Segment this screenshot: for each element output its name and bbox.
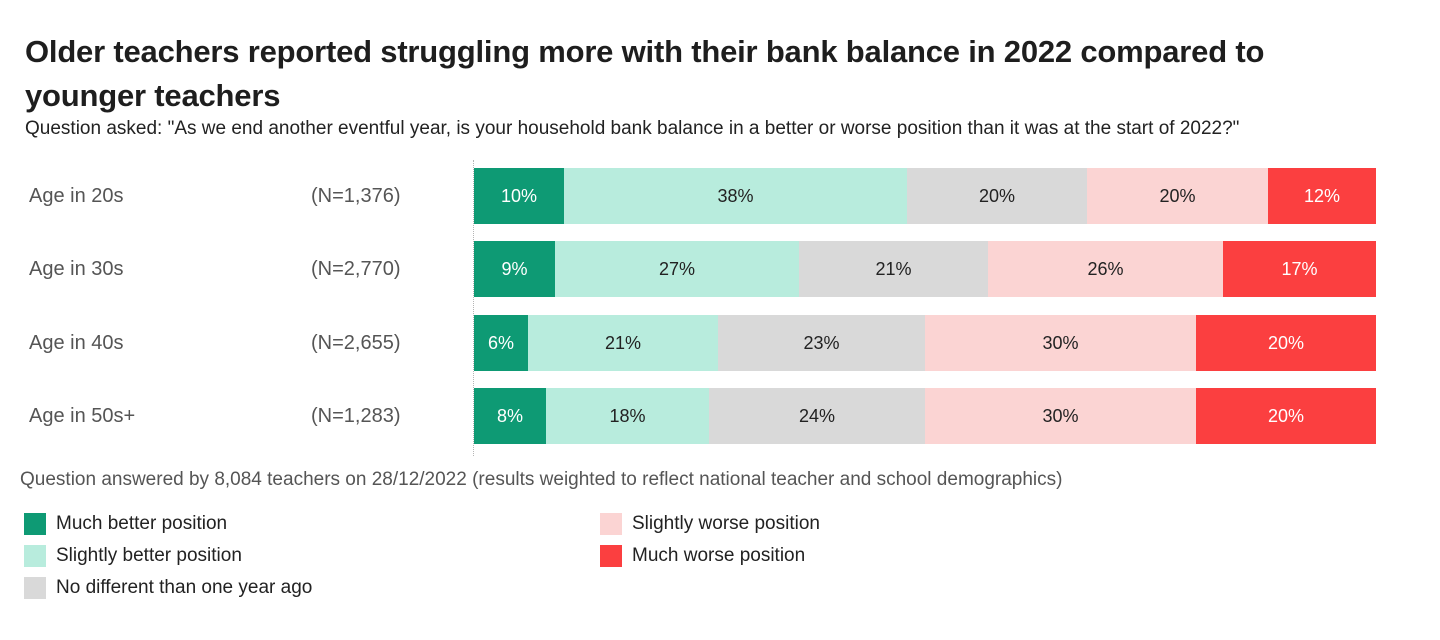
bar-segment: 12% xyxy=(1268,168,1376,224)
legend-label: Slightly better position xyxy=(56,545,242,566)
data-label: 24% xyxy=(798,405,836,426)
data-label: 8% xyxy=(496,405,523,426)
bar-segment: 30% xyxy=(925,388,1196,444)
data-label: 6% xyxy=(487,332,514,353)
sample-size-label: (N=1,283) xyxy=(311,405,401,427)
legend-swatch xyxy=(600,513,622,535)
bar-segment: 20% xyxy=(1196,388,1376,444)
bar-segment: 27% xyxy=(555,241,799,297)
stacked-bar: 10% 38% 20% 20% 12% xyxy=(474,168,1376,224)
stacked-bar: 6% 21% 23% 30% 20% xyxy=(474,315,1376,371)
data-label: 9% xyxy=(501,258,528,279)
data-label: 18% xyxy=(609,405,646,426)
data-label: 21% xyxy=(875,258,912,279)
legend-item: Much worse position xyxy=(600,545,805,567)
data-label: 20% xyxy=(1267,332,1305,353)
bar-segment: 18% xyxy=(546,388,709,444)
legend-swatch xyxy=(600,545,622,567)
bar-segment: 30% xyxy=(925,315,1196,371)
legend-label: Slightly worse position xyxy=(632,513,820,534)
data-label: 20% xyxy=(978,185,1016,206)
data-label: 23% xyxy=(803,332,840,353)
sample-size-label: (N=2,770) xyxy=(311,258,401,280)
data-label: 30% xyxy=(1042,405,1079,426)
data-label: 27% xyxy=(658,258,696,279)
data-label: 20% xyxy=(1159,185,1196,206)
data-label: 17% xyxy=(1281,258,1318,279)
category-label: Age in 20s xyxy=(29,185,124,207)
survey-note: Question answered by 8,084 teachers on 2… xyxy=(20,469,1063,490)
axis-baseline xyxy=(473,160,474,456)
bar-segment: 24% xyxy=(709,388,925,444)
legend-label: Much worse position xyxy=(632,545,806,566)
data-label: 10% xyxy=(500,185,538,206)
data-label: 12% xyxy=(1303,185,1341,206)
bar-segment: 17% xyxy=(1223,241,1376,297)
bar-segment: 10% xyxy=(474,168,564,224)
legend-item: No different than one year ago xyxy=(24,577,312,599)
stacked-bar: 8% 18% 24% 30% 20% xyxy=(474,388,1376,444)
bar-segment: 6% xyxy=(474,315,528,371)
bar-segment: 8% xyxy=(474,388,546,444)
data-label: 38% xyxy=(717,185,754,206)
bar-segment: 38% xyxy=(564,168,907,224)
data-label: 30% xyxy=(1042,332,1079,353)
bar-segment: 9% xyxy=(474,241,555,297)
stacked-bar: 9% 27% 21% 26% 17% xyxy=(474,241,1376,297)
data-label: 21% xyxy=(604,332,642,353)
bar-segment: 20% xyxy=(1196,315,1376,371)
chart-title: Older teachers reported struggling more … xyxy=(25,34,1265,113)
category-label: Age in 30s xyxy=(29,258,124,280)
legend-label: No different than one year ago xyxy=(56,577,313,598)
chart-subtitle: Question asked: "As we end another event… xyxy=(25,118,1240,139)
legend-label: Much better position xyxy=(56,513,228,534)
legend-item: Slightly worse position xyxy=(600,513,820,535)
sample-size-label: (N=1,376) xyxy=(311,185,401,207)
bar-segment: 21% xyxy=(799,241,988,297)
bar-segment: 21% xyxy=(528,315,718,371)
category-label: Age in 50s+ xyxy=(29,405,136,427)
sample-size-label: (N=2,655) xyxy=(311,332,401,354)
data-label: 20% xyxy=(1267,405,1305,426)
bar-segment: 26% xyxy=(988,241,1223,297)
bar-segment: 23% xyxy=(718,315,925,371)
legend-swatch xyxy=(24,513,46,535)
category-label: Age in 40s xyxy=(29,332,124,354)
data-label: 26% xyxy=(1087,258,1124,279)
legend-swatch xyxy=(24,577,46,599)
legend-item: Slightly better position xyxy=(24,545,242,567)
bar-segment: 20% xyxy=(1087,168,1268,224)
legend-item: Much better position xyxy=(24,513,227,535)
legend-swatch xyxy=(24,545,46,567)
bar-segment: 20% xyxy=(907,168,1087,224)
